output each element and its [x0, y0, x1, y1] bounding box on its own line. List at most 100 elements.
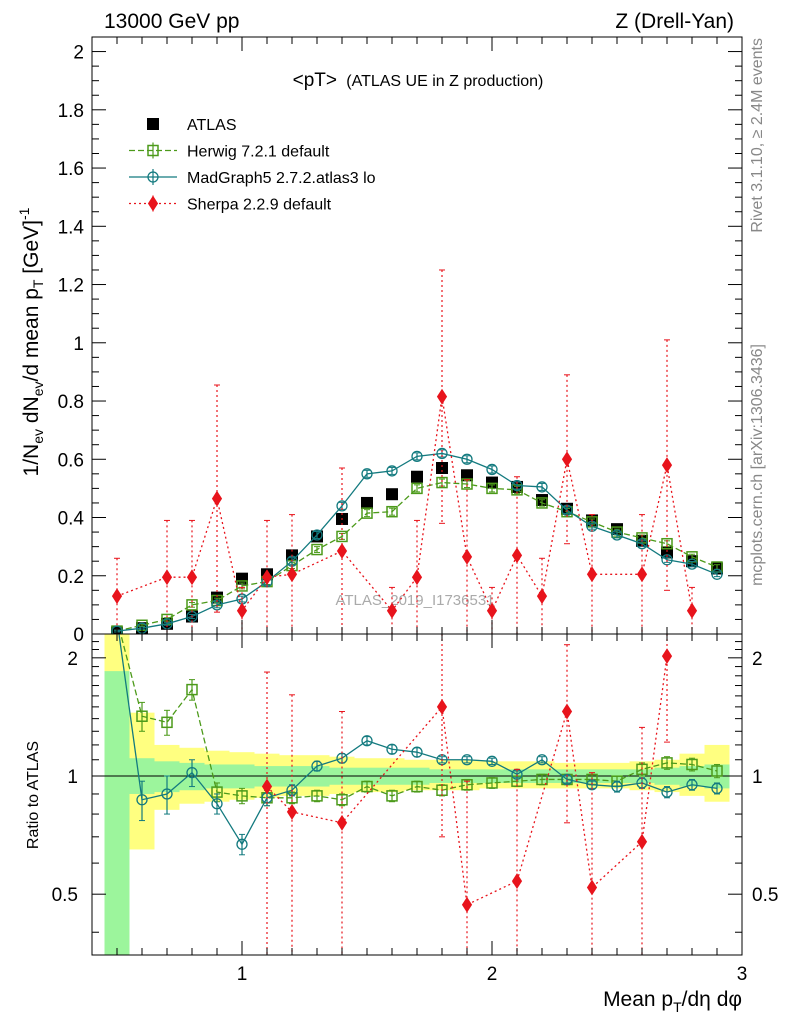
- sherpa-point: [336, 543, 348, 559]
- y-tick-label: 1.2: [58, 276, 84, 297]
- madgraph-point: [486, 463, 498, 476]
- main-title: <pT> (ATLAS UE in Z production): [293, 70, 544, 91]
- y-tick-label: 0: [73, 625, 84, 646]
- sherpa-point: [561, 451, 573, 468]
- madgraph-point: [461, 754, 473, 766]
- madgraph-point: [636, 538, 648, 550]
- y-tick-label: 2: [73, 43, 84, 64]
- herwig-point: [186, 683, 198, 696]
- madgraph-point: [461, 453, 473, 465]
- herwig-point: [711, 765, 723, 777]
- madgraph-point: [211, 798, 223, 810]
- madgraph-point: [436, 447, 448, 460]
- madgraph-point: [211, 599, 223, 611]
- herwig-point: [536, 497, 548, 509]
- y-tick-label: 1.4: [58, 217, 85, 238]
- main-ylabel: 1/Nev dNev/d mean pT [GeV]-1: [16, 207, 46, 476]
- legend-marker-herwig: [147, 144, 159, 157]
- madgraph-point: [311, 529, 323, 541]
- madgraph-point: [411, 746, 423, 758]
- atlas-point: [436, 462, 448, 475]
- main-panel: ATLAS_2019_I1736531 0 0.2 0.4 0.6 0.8 1 1.2 1.4…: [16, 36, 743, 646]
- legend: ATLAS Herwig 7.2.1 default MadGraph5 2.7.2…: [129, 117, 376, 214]
- madgraph-point: [111, 625, 123, 634]
- madgraph-line: [118, 634, 718, 846]
- sherpa-point: [561, 703, 573, 720]
- madgraph-point: [711, 568, 723, 580]
- madgraph-point: [536, 754, 548, 766]
- legend-label: ATLAS: [187, 117, 237, 134]
- herwig-point: [236, 790, 248, 802]
- herwig-point: [461, 779, 473, 791]
- sherpa-point: [236, 602, 248, 619]
- herwig-point: [136, 710, 148, 722]
- madgraph-point: [386, 465, 398, 477]
- herwig-point: [461, 478, 473, 490]
- herwig-point: [161, 716, 173, 729]
- herwig-point: [336, 794, 348, 806]
- herwig-point: [411, 482, 423, 495]
- y-tick-label: 1.6: [58, 159, 84, 180]
- madgraph-point: [186, 766, 198, 779]
- madgraph-point: [586, 779, 598, 791]
- madgraph-point: [661, 554, 673, 566]
- sherpa-point: [286, 566, 298, 583]
- sherpa-line: [116, 396, 693, 613]
- y-tick-label: 1.8: [58, 101, 84, 122]
- mcplots-label: mcplots.cern.ch [arXiv:1306.3436]: [749, 344, 766, 586]
- herwig-point: [311, 790, 323, 802]
- sherpa-point: [386, 602, 398, 619]
- sherpa-point: [486, 602, 498, 619]
- sherpa-point: [511, 547, 523, 564]
- madgraph-point: [386, 743, 398, 755]
- sherpa-point: [261, 569, 273, 586]
- madgraph-point: [161, 788, 173, 800]
- madgraph-point: [486, 755, 498, 767]
- ratio-y-tick-label: 0.5: [52, 885, 78, 906]
- herwig-point: [411, 780, 423, 793]
- madgraph-point: [561, 773, 573, 786]
- madgraph-point: [411, 450, 423, 463]
- x-tick-label: 1: [237, 964, 248, 985]
- sherpa-point: [461, 548, 473, 565]
- ratio-y-tick-label: 2: [67, 649, 78, 670]
- sherpa-point: [336, 814, 348, 831]
- band-green-bin: [104, 671, 130, 955]
- x-tick-label: 2: [487, 964, 498, 985]
- sherpa-point: [211, 490, 223, 507]
- sherpa-point: [411, 569, 423, 586]
- madgraph-point: [611, 780, 623, 793]
- sherpa-point: [586, 879, 598, 896]
- herwig-point: [686, 758, 698, 771]
- herwig-point: [661, 537, 673, 550]
- herwig-point: [661, 757, 673, 769]
- herwig-point: [361, 507, 373, 519]
- main-ylabel-text: 1/Nev dNev/d mean pT [GeV]-1: [16, 207, 46, 476]
- madgraph-point: [611, 529, 623, 541]
- sherpa-point: [261, 778, 273, 795]
- legend-marker-madgraph: [147, 171, 159, 183]
- sherpa-point: [636, 566, 648, 583]
- madgraph-point: [361, 735, 373, 747]
- ratio-ylabel: Ratio to ATLAS: [25, 741, 42, 849]
- herwig-point: [311, 543, 323, 556]
- herwig-point: [186, 599, 198, 611]
- sherpa-point: [686, 602, 698, 619]
- sherpa-point: [536, 588, 548, 605]
- ratio-y-tick-label-right: 2: [752, 649, 763, 670]
- x-axis-label: Mean pT/dη dφ: [603, 988, 742, 1015]
- main-title-sub: (ATLAS UE in Z production): [346, 73, 543, 90]
- legend-marker-atlas: [147, 118, 159, 130]
- madgraph-point: [686, 558, 698, 570]
- sherpa-point: [661, 648, 673, 665]
- y-tick-label: 0.8: [58, 392, 84, 413]
- herwig-point: [436, 476, 448, 489]
- y-tick-label: 0.6: [58, 450, 84, 471]
- y-tick-label: 1: [73, 334, 84, 355]
- header-left: 13000 GeV pp: [104, 10, 239, 33]
- y-tick-label: 0.2: [58, 567, 84, 588]
- madgraph-point: [336, 500, 348, 512]
- herwig-point: [386, 505, 398, 518]
- x-tick-label: 3: [737, 964, 748, 985]
